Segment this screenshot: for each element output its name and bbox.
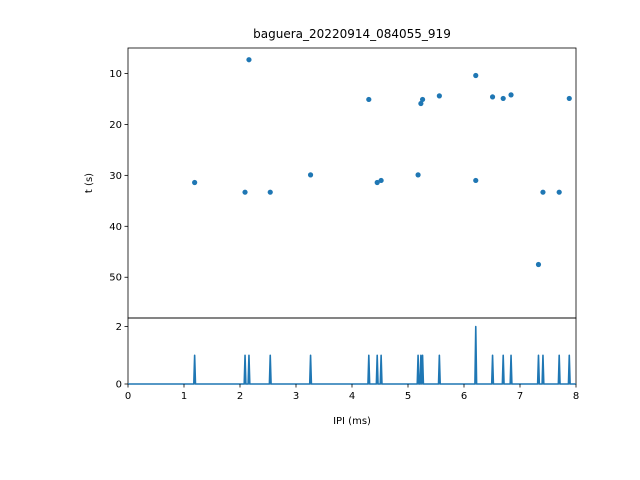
- histogram-x-tick-label: 6: [461, 391, 467, 402]
- scatter-point: [508, 92, 514, 98]
- scatter-point: [246, 57, 252, 63]
- histogram-x-tick-label: 0: [125, 391, 131, 402]
- scatter-point: [378, 177, 384, 184]
- scatter-point: [267, 189, 273, 195]
- scatter-y-tick-label: 10: [109, 69, 122, 80]
- scatter-point: [556, 189, 562, 195]
- scatter-point: [540, 189, 546, 195]
- histogram-series-line: [128, 325, 576, 385]
- scatter-y-axis-label: t (s): [84, 173, 95, 193]
- histogram-x-tick-label: 7: [517, 391, 523, 402]
- histogram-x-tick-label: 3: [293, 391, 299, 402]
- histogram-x-tick-label: 8: [573, 391, 579, 402]
- histogram-x-tick-label: 1: [181, 391, 187, 402]
- scatter-y-tick-label: 40: [109, 222, 122, 233]
- scatter-point: [415, 172, 421, 178]
- histogram-panel: 0 2 0 1 2 3 4 5 6 7 8: [116, 317, 579, 402]
- chart-title: baguera_20220914_084055_919: [253, 27, 451, 41]
- scatter-point: [473, 177, 479, 184]
- scatter-point: [535, 261, 542, 268]
- histogram-x-tick-label: 2: [237, 391, 243, 402]
- scatter-point: [366, 96, 372, 103]
- histogram-y-tick-label: 0: [116, 380, 122, 391]
- scatter-point: [436, 93, 442, 99]
- scatter-y-tick-label: 20: [109, 120, 122, 131]
- scatter-point: [307, 172, 314, 178]
- histogram-x-tick-label: 5: [405, 391, 411, 402]
- scatter-y-tick-label: 30: [109, 171, 122, 182]
- scatter-point: [489, 94, 496, 100]
- scatter-point: [192, 179, 198, 186]
- histogram-x-tick-label: 4: [349, 391, 355, 402]
- scatter-point: [500, 95, 506, 102]
- scatter-point: [374, 179, 380, 186]
- scatter-point: [418, 100, 424, 107]
- scatter-point: [473, 72, 479, 79]
- scatter-point: [566, 95, 572, 102]
- histogram-y-tick-label: 2: [116, 322, 122, 333]
- scatter-point: [419, 96, 426, 103]
- scatter-point: [242, 189, 248, 195]
- scatter-panel: 10 20 30 40 50: [109, 47, 577, 319]
- histogram-x-axis-label: IPI (ms): [333, 416, 371, 427]
- scatter-y-tick-label: 50: [109, 273, 122, 284]
